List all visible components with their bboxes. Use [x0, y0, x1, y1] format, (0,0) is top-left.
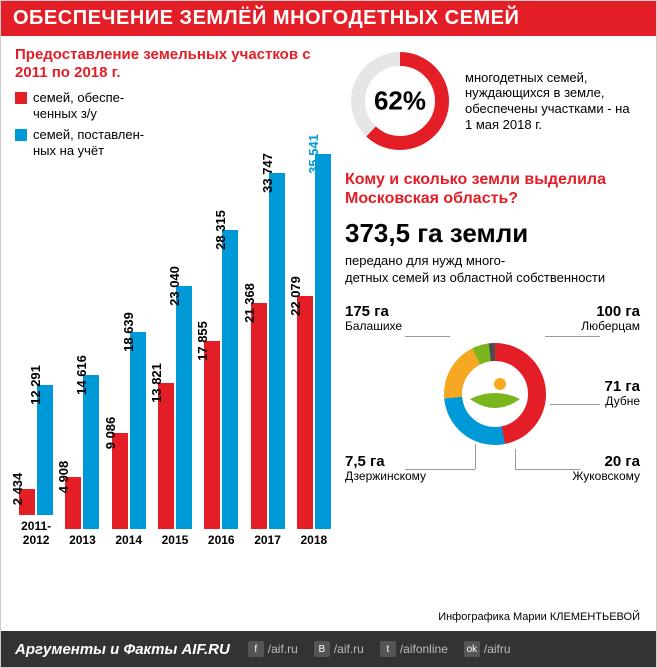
- year-label: 2018: [300, 533, 327, 547]
- bar-red: 13 821: [158, 383, 174, 529]
- seg-label-2: 71 га Дубне: [605, 379, 640, 409]
- year-label: 2013: [69, 533, 96, 547]
- year-group: 9 08618 6392014: [108, 149, 150, 547]
- bar-label: 12 291: [28, 365, 45, 405]
- social-text: /aifru: [484, 642, 511, 656]
- footer-social-link[interactable]: f/aif.ru: [248, 641, 298, 657]
- leader-3: [515, 469, 580, 470]
- leader-1: [545, 336, 600, 337]
- bar-label: 28 315: [213, 210, 230, 250]
- bar-red: 9 086: [112, 433, 128, 529]
- credit: Инфографика Марии КЛЕМЕНТЬЕВОЙ: [438, 611, 640, 623]
- year-group: 2 43412 2912011- 2012: [15, 135, 57, 547]
- social-text: /aif.ru: [268, 642, 298, 656]
- barchart-subtitle: Предоставление земельных участков с 2011…: [15, 46, 335, 82]
- bar-red: 4 908: [65, 477, 81, 529]
- year-group: 4 90814 6162013: [61, 149, 103, 547]
- legend-swatch-red: [15, 92, 27, 104]
- bar-label: 13 821: [149, 363, 166, 403]
- section2-desc: передано для нужд много- детных семей из…: [345, 253, 640, 286]
- infographic-page: ОБЕСПЕЧЕНИЕ ЗЕМЛЁЙ МНОГОДЕТНЫХ СЕМЕЙ Пре…: [0, 0, 657, 668]
- seg-label-3: 20 га Жуковскому: [572, 454, 640, 484]
- year-label: 2017: [254, 533, 281, 547]
- bar-label: 23 040: [167, 266, 184, 306]
- donut1-row: 62% многодетных семей, нуждающихся в зем…: [345, 46, 640, 156]
- social-icon: t: [380, 641, 396, 657]
- content: Предоставление земельных участков с 2011…: [1, 36, 656, 616]
- bar-label: 2 434: [10, 473, 27, 506]
- bar-label: 33 747: [260, 153, 277, 193]
- social-icon: f: [248, 641, 264, 657]
- leader-2: [550, 404, 600, 405]
- year-group: 22 07935 541 2018: [293, 149, 335, 547]
- bar-label: 17 855: [195, 321, 212, 361]
- donut-allocation-svg: [440, 339, 550, 449]
- year-label: 2011- 2012: [21, 519, 51, 547]
- bar-blue: 18 639: [130, 332, 146, 529]
- leader-3v: [515, 449, 516, 469]
- bar-blue: 14 616: [83, 375, 99, 529]
- bar-blue: 35 541: [315, 154, 331, 529]
- seg-label-1: 100 га Люберцам: [581, 304, 640, 334]
- leader-4v: [475, 444, 476, 469]
- bar-label: 9 086: [103, 417, 120, 450]
- footer-logo: Аргументы и Факты AIF.RU: [15, 641, 230, 658]
- bar-red: 21 368: [251, 303, 267, 529]
- bar-red: 17 855: [204, 341, 220, 529]
- year-group: 13 82123 0402015: [154, 149, 196, 547]
- bar-label: 14 616: [74, 355, 91, 395]
- social-text: /aif.ru: [334, 642, 364, 656]
- section2-big: 373,5 га земли: [345, 218, 640, 249]
- page-title: ОБЕСПЕЧЕНИЕ ЗЕМЛЁЙ МНОГОДЕТНЫХ СЕМЕЙ: [1, 1, 656, 36]
- footer-social-link[interactable]: t/aifonline: [380, 641, 448, 657]
- bar-label: 4 908: [56, 461, 73, 494]
- bar-blue: 28 315: [222, 230, 238, 529]
- bar-blue: 12 291: [37, 385, 53, 515]
- year-label: 2014: [115, 533, 142, 547]
- donut1-caption: многодетных семей, нуждающихся в земле, …: [465, 70, 640, 132]
- donut-allocation: 175 га Балашихе 100 га Люберцам 71 га Ду…: [345, 304, 640, 494]
- social-icon: ok: [464, 641, 480, 657]
- bar-chart: 2 43412 2912011- 20124 90814 61620139 08…: [15, 167, 335, 597]
- legend-red-label: семей, обеспе- ченных з/у: [33, 90, 124, 123]
- year-group: 21 36833 7472017: [246, 149, 288, 547]
- donut-percent-label: 62%: [374, 86, 426, 117]
- bar-label: 35 541: [306, 134, 323, 174]
- bar-blue: 33 747: [269, 173, 285, 529]
- footer-social-link[interactable]: ok/aifru: [464, 641, 511, 657]
- bar-label: 21 368: [242, 284, 259, 324]
- section2-question: Кому и сколько земли выделила Московская…: [345, 170, 640, 208]
- footer-social-link[interactable]: B/aif.ru: [314, 641, 364, 657]
- social-text: /aifonline: [400, 642, 448, 656]
- bar-red: 2 434: [19, 489, 35, 515]
- seg-label-0: 175 га Балашихе: [345, 304, 402, 334]
- footer: Аргументы и Факты AIF.RU f/aif.ruB/aif.r…: [1, 631, 656, 667]
- year-label: 2015: [162, 533, 189, 547]
- leader-4: [405, 469, 475, 470]
- bar-label: 22 079: [288, 276, 305, 316]
- donut-percent: 62%: [345, 46, 455, 156]
- bar-blue: 23 040: [176, 286, 192, 529]
- bar-label: 18 639: [121, 312, 138, 352]
- leader-0: [405, 336, 450, 337]
- year-group: 17 85528 3152016: [200, 149, 242, 547]
- social-icon: B: [314, 641, 330, 657]
- right-column: 62% многодетных семей, нуждающихся в зем…: [335, 46, 640, 616]
- left-column: Предоставление земельных участков с 2011…: [15, 46, 335, 616]
- bar-red: 22 079: [297, 296, 313, 529]
- legend-red: семей, обеспе- ченных з/у: [15, 90, 335, 123]
- year-label: 2016: [208, 533, 235, 547]
